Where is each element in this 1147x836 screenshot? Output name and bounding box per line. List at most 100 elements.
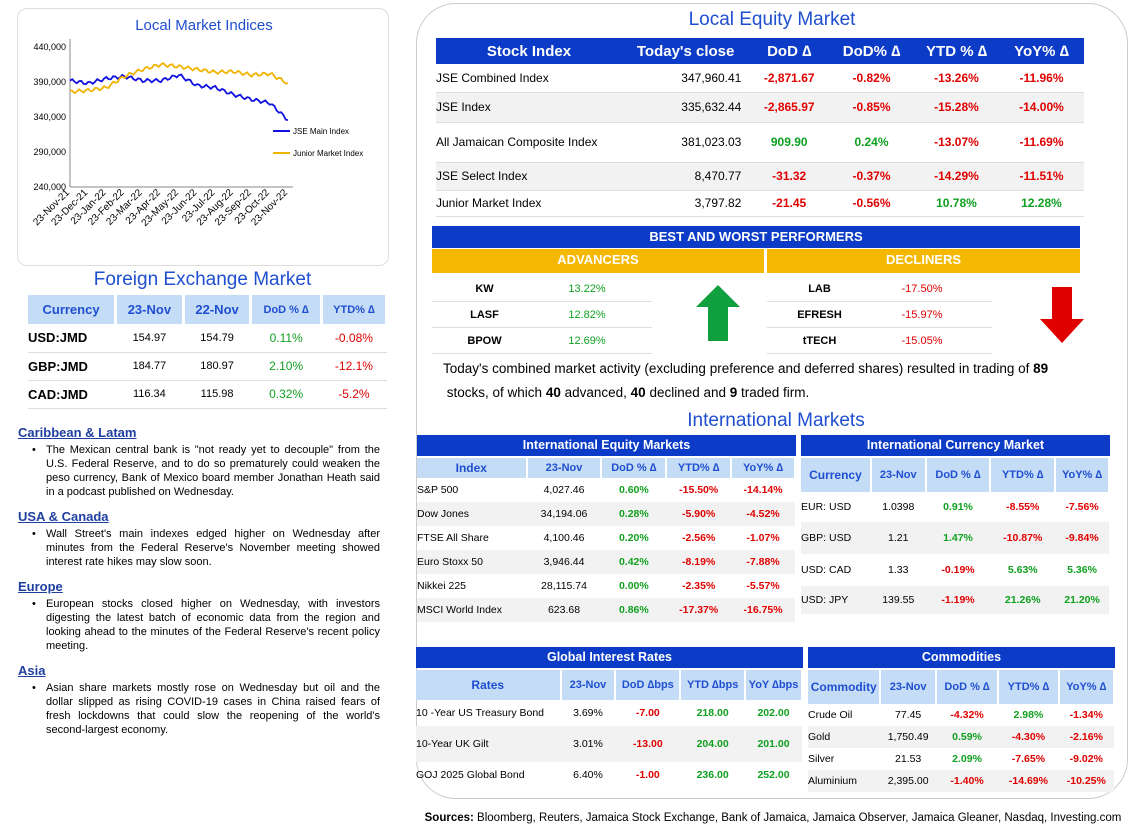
ieq-cell: -15.50%	[679, 484, 719, 496]
rates-cell: GOJ 2025 Global Bond	[416, 769, 525, 781]
news-section: Caribbean & Latam The Mexican central ban…	[18, 425, 380, 737]
down-arrow-icon	[1040, 287, 1084, 343]
fx-row: USD:JMD 154.97 154.79 0.11% -0.08%	[28, 324, 387, 353]
ieq-title: International Equity Markets	[417, 435, 796, 456]
icur-cell: 1.47%	[943, 532, 973, 544]
comm-grid: Commodity 23-Nov DoD % ∆ YTD% ∆ YoY% ∆ Crude …	[808, 670, 1116, 792]
percent: -17.50%	[901, 282, 943, 295]
ticker: LASF	[470, 308, 499, 321]
ieq-cell: 4,027.46	[543, 484, 585, 496]
rates-grid: Rates 23-Nov DoD ∆bps YTD ∆bps YoY ∆bps 10 -Y…	[416, 670, 803, 788]
icur-cell: 1.33	[888, 564, 909, 576]
equity-row: JSE Index 335,632.44 -2,865.97 -0.85% -15.28…	[436, 92, 1084, 123]
ticker: EFRESH	[797, 308, 842, 321]
rates-cell: 10-Year UK Gilt	[416, 738, 489, 750]
ticker: KW	[475, 282, 494, 295]
intl-currency-table: International Currency Market Currency 23-…	[801, 435, 1110, 614]
icur-cell: 5.36%	[1067, 564, 1097, 576]
percent: 12.69%	[568, 334, 606, 347]
icur-cell: 21.26%	[1004, 594, 1041, 606]
fx-cell: CAD:JMD	[28, 380, 116, 409]
icur-cell: 21.20%	[1064, 594, 1100, 606]
comm-cell: Aluminium	[808, 775, 858, 787]
chart-plot: 440,000390,000340,000290,000240,00023-No…	[31, 39, 363, 229]
ieq-cell: 0.28%	[618, 508, 649, 520]
fx-cell: GBP:JMD	[28, 352, 116, 381]
summary-firm: 9	[729, 385, 738, 400]
rates-cell: 252.00	[757, 769, 790, 781]
equity-cell: JSE Select Index	[436, 162, 622, 191]
rates-header-cell: Rates	[416, 670, 562, 700]
percent: -15.97%	[901, 308, 943, 321]
rates-cell: 6.40%	[573, 769, 603, 781]
comm-cell: 21.53	[895, 753, 922, 765]
fx-cell: -5.2%	[321, 380, 387, 409]
y-tick-label: 390,000	[33, 77, 66, 87]
rates-header-cell: YoY ∆bps	[745, 670, 803, 700]
icur-cell: USD: JPY	[801, 594, 849, 606]
rates-row: GOJ 2025 Global Bond 6.40% -1.00 236.00 252.…	[416, 762, 802, 788]
icur-cell: USD: CAD	[801, 564, 852, 576]
ieq-cell: Euro Stoxx 50	[417, 556, 483, 568]
rates-cell: 3.69%	[573, 707, 603, 719]
equity-header-cell: DoD ∆	[767, 42, 812, 60]
rates-cell: -7.00	[635, 707, 660, 719]
equity-cell: -31.32	[749, 162, 830, 191]
fx-cell: -0.08%	[321, 324, 387, 353]
fx-cell: 154.79	[183, 324, 251, 353]
equity-cell: -2,871.67	[749, 64, 830, 93]
right-panel	[416, 3, 1128, 799]
equity-cell: 381,023.03	[621, 122, 750, 163]
decliners-list: LAB -17.50% EFRESH -15.97% tTECH -15.05%	[767, 276, 992, 354]
rates-cell: 218.00	[696, 707, 729, 719]
fx-title: Foreign Exchange Market	[93, 269, 312, 290]
ieq-cell: 0.86%	[618, 604, 649, 616]
comm-header-cell: YoY% ∆	[1058, 670, 1116, 704]
rates-cell: 236.00	[696, 769, 729, 781]
equity-cell: All Jamaican Composite Index	[436, 122, 622, 163]
decliners-header: DECLINERS	[767, 249, 1080, 273]
comm-title: Commodities	[808, 647, 1115, 668]
ieq-header-cell: Index	[417, 458, 528, 478]
icur-header-cell: 23-Nov	[870, 458, 927, 492]
comm-cell: -4.32%	[950, 709, 984, 721]
summary-stock-count: 89	[1033, 361, 1049, 376]
summary-text-2: stocks, of which	[446, 385, 546, 400]
fx-header-cell: DoD % ∆	[250, 295, 323, 324]
icur-cell: -8.55%	[1006, 501, 1040, 513]
ieq-cell: Nikkei 225	[417, 580, 467, 592]
advancer-row: BPOW 12.69%	[432, 328, 652, 354]
equity-header-cell: Today's close	[636, 42, 735, 60]
icur-cell: 1.21	[888, 532, 909, 544]
advancers-header: ADVANCERS	[432, 249, 764, 273]
ieq-grid: Index 23-Nov DoD % ∆ YTD% ∆ YoY% ∆ S&P 500 4,0…	[417, 458, 796, 622]
news-heading: USA & Canada	[18, 509, 109, 524]
summary-text-5: traded firm.	[737, 385, 810, 400]
comm-row: Silver 21.53 2.09% -7.65% -9.02%	[808, 748, 1114, 770]
fx-row: GBP:JMD 184.77 180.97 2.10% -12.1%	[28, 352, 387, 381]
chart-title: Local Market Indices	[135, 17, 273, 34]
intl-title: International Markets	[687, 410, 865, 431]
interest-rates-table: Global Interest Rates Rates 23-Nov DoD ∆bps…	[416, 647, 803, 788]
ieq-cell: 0.60%	[618, 484, 649, 496]
comm-cell: 2.98%	[1013, 709, 1044, 721]
y-tick-label: 440,000	[33, 42, 66, 52]
advancers-list: KW 13.22% LASF 12.82% BPOW 12.69%	[432, 276, 652, 354]
comm-row: Gold 1,750.49 0.59% -4.30% -2.16%	[808, 726, 1114, 748]
summary-text: Today's combined market activity (exclud…	[443, 361, 1034, 376]
ieq-row: Dow Jones 34,194.06 0.28% -5.90% -4.52%	[417, 502, 795, 526]
ticker: BPOW	[467, 334, 502, 347]
icur-header-cell: DoD % ∆	[925, 458, 992, 492]
news-heading: Europe	[18, 579, 63, 594]
icur-row: USD: CAD 1.33 -0.19% 5.63% 5.36%	[801, 554, 1109, 586]
equity-cell: 3,797.82	[621, 190, 750, 217]
icur-cell: 139.55	[882, 594, 915, 606]
equity-cell: -21.45	[749, 190, 830, 217]
series-line-0	[69, 73, 289, 121]
intl-equity-table: International Equity Markets Index 23-Nov D…	[417, 435, 796, 622]
decliner-row: tTECH -15.05%	[767, 328, 992, 354]
comm-header-row: Commodity 23-Nov DoD % ∆ YTD% ∆ YoY% ∆	[808, 670, 1116, 704]
fx-row: CAD:JMD 116.34 115.98 0.32% -5.2%	[28, 380, 387, 409]
icur-cell: 1.0398	[882, 501, 915, 513]
comm-cell: 2,395.00	[887, 775, 929, 787]
